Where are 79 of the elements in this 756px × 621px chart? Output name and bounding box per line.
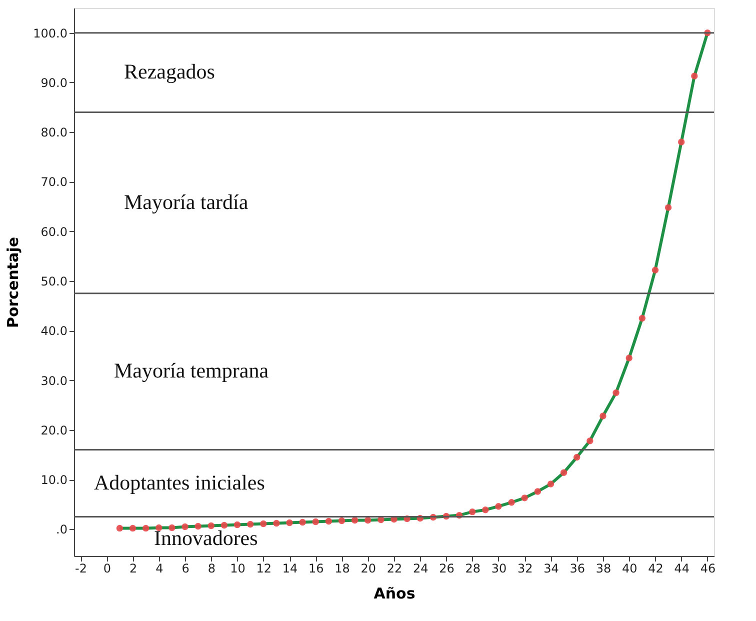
point [142,524,150,532]
x-tick-label: 28 [465,562,481,576]
x-tick-label: 22 [386,562,402,576]
x-tick-label: 16 [308,562,324,576]
point [678,138,685,146]
point [652,266,659,274]
point [612,389,620,396]
point [299,518,306,526]
point [208,522,214,530]
point [586,437,594,444]
x-tick-label: 12 [256,562,272,576]
annotation: Rezagados [124,60,215,84]
point [508,499,515,506]
x-tick-label: 8 [208,562,216,576]
point [273,520,280,527]
point [691,72,698,80]
x-tick-label: 46 [700,562,716,576]
point [194,522,202,530]
x-tick-label: 4 [156,562,164,576]
annotation: Adoptantes iniciales [94,470,265,494]
y-tick-label: 60.0 [40,224,68,239]
x-tick-label: 24 [412,562,428,576]
point [364,516,372,524]
point [521,494,528,502]
point [600,412,606,420]
x-axis-title: Años [374,584,416,602]
x-tick-label: 20 [360,562,376,576]
x-tick-label: 32 [517,562,533,576]
y-tick-label: .0 [56,522,68,537]
x-tick-label: 14 [282,562,298,576]
point [129,524,136,532]
point [547,480,554,488]
point [246,520,254,528]
point [469,508,476,516]
x-tick-label: 44 [674,562,690,576]
point [312,518,319,526]
annotation: Mayoría temprana [114,358,270,383]
x-tick-label: 30 [491,562,507,576]
x-tick-label: 26 [439,562,454,576]
point [182,523,188,530]
point [338,517,346,524]
point [482,506,489,514]
point [638,314,646,322]
annotation: Innovadores [154,526,258,550]
x-tick-label: 38 [596,562,612,576]
point [560,469,568,476]
point [495,503,502,510]
x-tick-label: 6 [182,562,190,576]
x-tick-label: 34 [544,562,559,576]
annotation: Mayoría tardía [124,190,249,214]
y-tick-label: 50.0 [40,274,68,289]
point [664,204,672,211]
y-tick-label: 70.0 [40,175,68,190]
x-tick-label: 0 [103,562,111,576]
x-tick-label: 36 [570,562,585,576]
x-tick-label: 18 [334,562,350,576]
y-tick-label: 40.0 [40,324,68,338]
y-tick-label: 80.0 [40,126,68,140]
y-axis-title: Porcentaje [4,236,22,328]
point [534,488,542,495]
point [626,354,632,362]
point [574,454,580,461]
x-tick-label: 40 [622,562,638,576]
x-tick-label: 2 [129,562,138,576]
point [234,521,241,528]
y-tick-label: 30.0 [40,374,68,388]
y-tick-label: 20.0 [40,423,68,438]
point [286,519,293,526]
point [325,518,332,525]
x-tick-label: 10 [230,562,246,576]
y-tick-label: 10.0 [40,473,68,488]
y-tick-label: 90.0 [40,76,68,90]
point [116,524,124,532]
x-tick-label: -2 [75,562,88,576]
y-tick-label: 100.0 [33,26,68,40]
point [220,522,228,529]
x-tick-label: 42 [648,562,664,576]
point [260,520,267,528]
point [351,516,358,524]
